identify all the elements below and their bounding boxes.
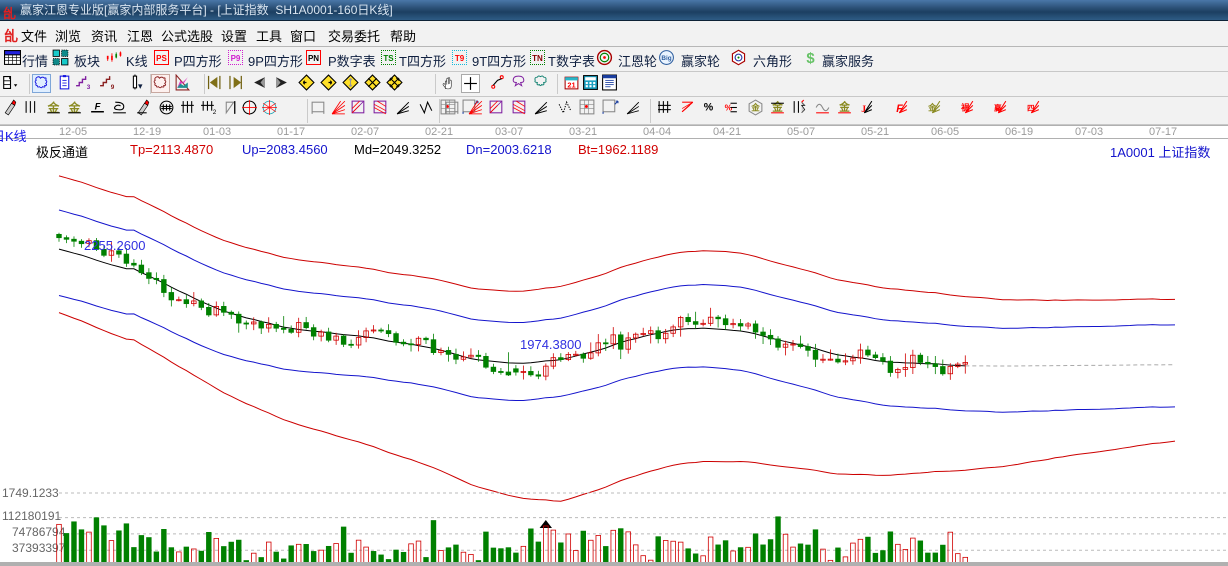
svg-text:J: J (861, 104, 866, 115)
svg-text:金: 金 (838, 101, 850, 114)
svg-text:21: 21 (567, 80, 575, 89)
svg-text:金: 金 (750, 103, 760, 113)
svg-text:3: 3 (87, 84, 91, 91)
svg-text:2: 2 (213, 109, 217, 116)
svg-text:%: % (704, 102, 714, 114)
svg-text:9: 9 (111, 84, 115, 91)
svg-text:金: 金 (771, 101, 783, 114)
svg-text:$: $ (806, 51, 815, 66)
svg-text:Big: Big (661, 55, 671, 62)
svg-text:F: F (95, 102, 102, 113)
